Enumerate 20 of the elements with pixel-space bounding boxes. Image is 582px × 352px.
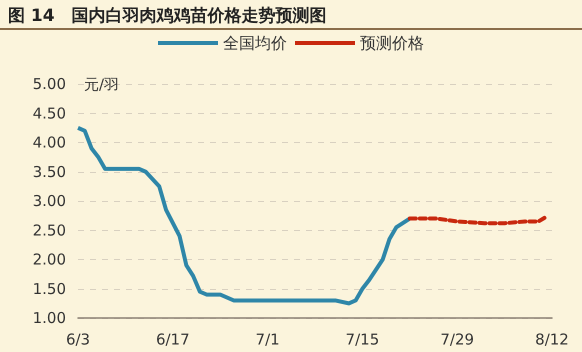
y-tick-label: 4.00: [32, 134, 66, 152]
y-tick-label: 5.00: [32, 75, 66, 93]
x-tick-label: 7/15: [346, 330, 380, 348]
y-tick-label: 2.00: [32, 250, 66, 268]
y-tick-label: 4.50: [32, 104, 66, 122]
x-tick-label: 6/17: [156, 330, 190, 348]
x-tick-label: 7/1: [256, 330, 280, 348]
y-axis-title: 元/羽: [84, 76, 120, 94]
line-series: [76, 126, 412, 306]
legend-label: 预测价格: [360, 34, 424, 52]
y-tick-label: 1.00: [32, 309, 66, 327]
x-tick-label: 7/29: [440, 330, 474, 348]
x-tick-label: 8/12: [535, 330, 569, 348]
y-tick-label: 3.00: [32, 192, 66, 210]
x-tick-label: 6/3: [66, 330, 90, 348]
y-tick-label: 3.50: [32, 162, 66, 181]
y-tick-label: 1.50: [32, 280, 66, 298]
y-tick-label: 2.50: [32, 221, 66, 240]
legend-label: 全国均价: [223, 34, 287, 52]
chart-title: 图 14 国内白羽肉鸡鸡苗价格走势预测图: [0, 0, 582, 30]
